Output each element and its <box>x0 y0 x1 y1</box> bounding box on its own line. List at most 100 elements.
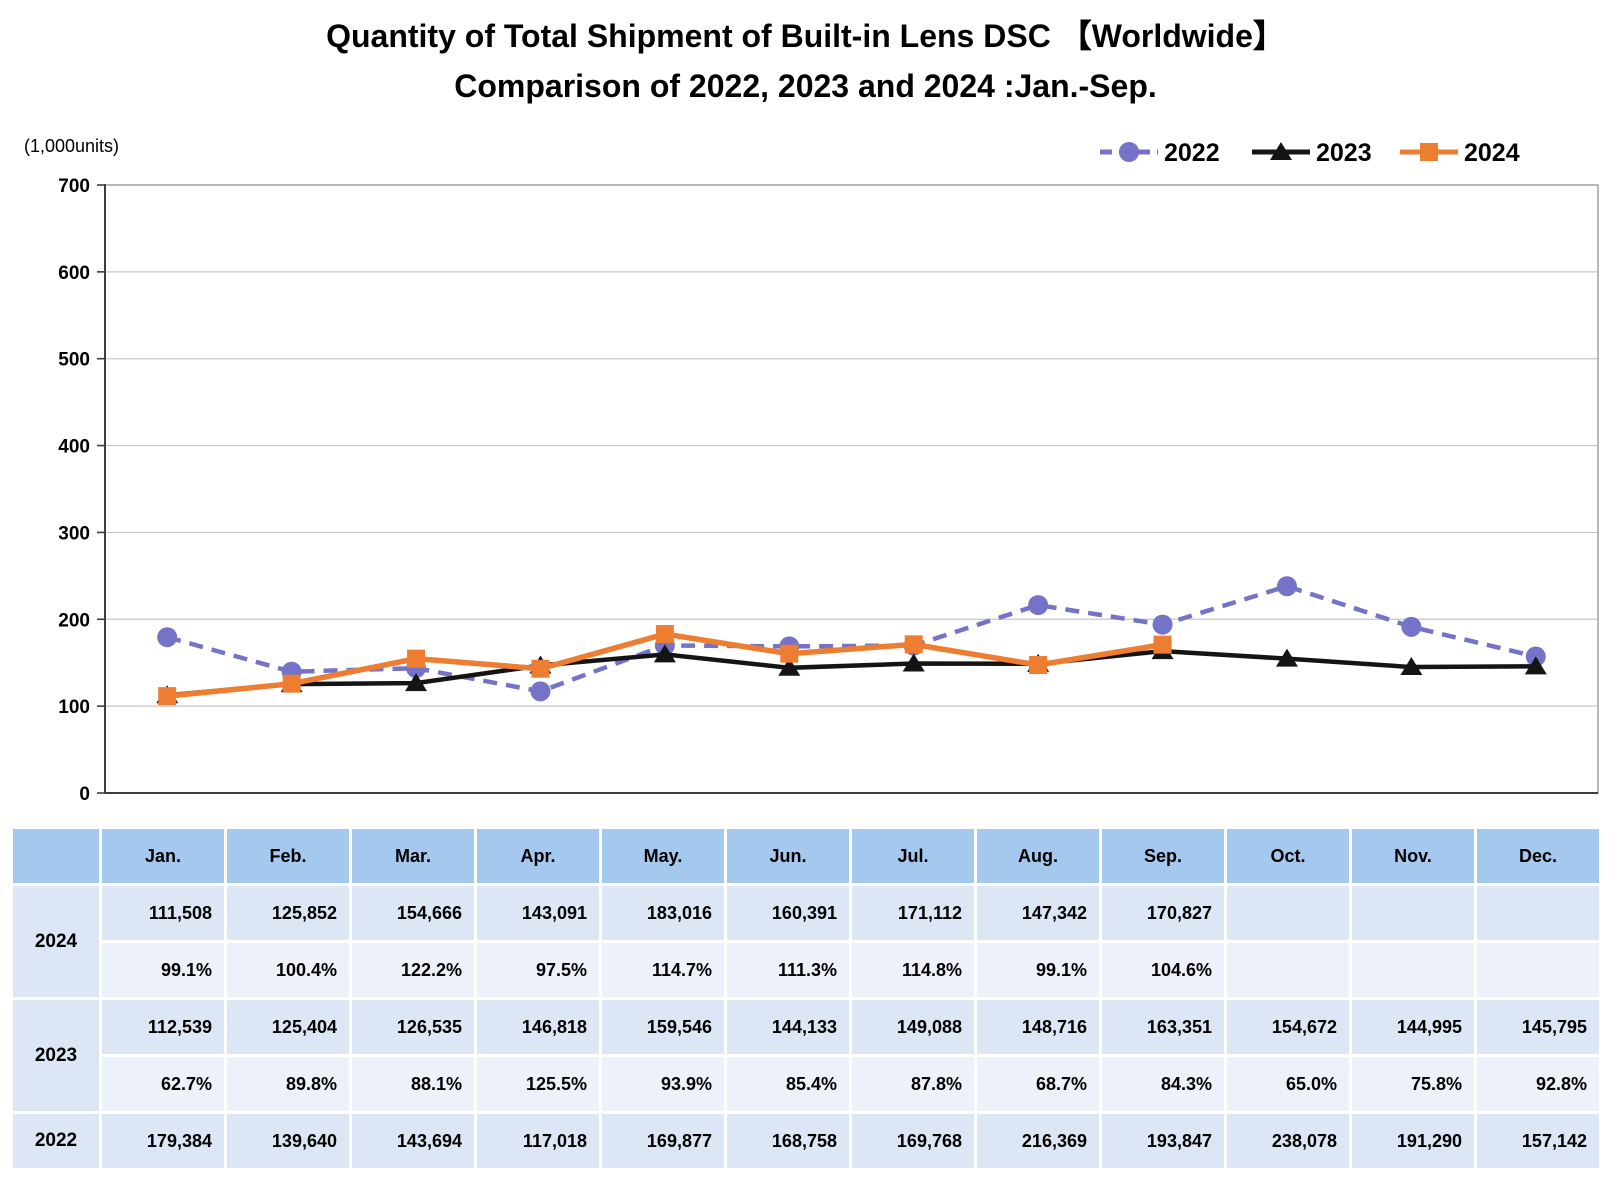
table-cell-shipment: 112,539 <box>102 1000 224 1054</box>
y-tick-label: 500 <box>58 350 90 371</box>
marker-circle <box>1276 576 1297 597</box>
table-cell-month: Jul. <box>852 829 974 883</box>
table-cell-yoy: 84.3% <box>1102 1057 1224 1111</box>
table-cell-shipment: 146,818 <box>477 1000 599 1054</box>
marker-square <box>780 644 799 663</box>
table-cell-shipment: 111,508 <box>102 886 224 940</box>
table-cell-year: 2023 <box>13 1000 99 1111</box>
table-cell-yoy: 122.2% <box>352 943 474 997</box>
table-cell-shipment: 117,018 <box>477 1114 599 1168</box>
legend-triangle-icon <box>1270 142 1292 160</box>
table-cell-yoy: 85.4% <box>727 1057 849 1111</box>
chart-area: (1,000units) 0 100 200 300 400 500 600 700 2022 2… <box>0 130 1611 810</box>
table-cell-month: Oct. <box>1227 829 1349 883</box>
y-tick-label: 100 <box>58 697 90 718</box>
table-cell-yoy: 125.5% <box>477 1057 599 1111</box>
table-cell-month: Mar. <box>352 829 474 883</box>
table-cell-month: Jun. <box>727 829 849 883</box>
table-cell-shipment: 149,088 <box>852 1000 974 1054</box>
table-cell-shipment: 143,694 <box>352 1114 474 1168</box>
legend-label: 2023 <box>1316 139 1372 167</box>
table-cell-shipment: 144,995 <box>1352 1000 1474 1054</box>
table-cell-yoy: 99.1% <box>102 943 224 997</box>
table-row-2024-shipments: 2024 111,508 125,852 154,666 143,091 183,016 1… <box>13 886 1599 997</box>
marker-triangle <box>1275 648 1298 667</box>
marker-circle <box>530 681 551 702</box>
chart-title-line2: Comparison of 2022, 2023 and 2024 :Jan.-… <box>454 67 1157 104</box>
marker-triangle <box>778 657 801 676</box>
table-cell-yoy <box>1227 943 1349 997</box>
table-cell-yoy: 114.7% <box>602 943 724 997</box>
table-cell-month: May. <box>602 829 724 883</box>
table-cell-yoy: 75.8% <box>1352 1057 1474 1111</box>
legend-item-2024: 2024 <box>1400 139 1520 167</box>
table-cell-shipment: 191,290 <box>1352 1114 1474 1168</box>
shipment-data-table: Jan. Feb. Mar. Apr. May. Jun. Jul. Aug. Sep. Oct.… <box>10 826 1602 1171</box>
table-cell-shipment: 143,091 <box>477 886 599 940</box>
table-cell-shipment: 171,112 <box>852 886 974 940</box>
table-cell-shipment <box>1477 886 1599 940</box>
table-cell-shipment <box>1352 886 1474 940</box>
legend-item-2022: 2022 <box>1100 139 1220 167</box>
table-row-2023-shipments: 2023 112,539 125,404 126,535 146,818 159,546 1… <box>13 1000 1599 1111</box>
gridlines <box>105 271 1598 707</box>
table-cell-yoy: 65.0% <box>1227 1057 1349 1111</box>
marker-square <box>407 649 426 668</box>
axis-lines <box>104 184 1598 794</box>
table-cell-shipment: 238,078 <box>1227 1114 1349 1168</box>
table-cell-shipment: 126,535 <box>352 1000 474 1054</box>
chart-title: Quantity of Total Shipment of Built-in L… <box>0 12 1611 111</box>
table-cell-yoy: 97.5% <box>477 943 599 997</box>
table-cell-yoy: 99.1% <box>977 943 1099 997</box>
legend-square-icon <box>1420 143 1438 161</box>
table-cell-yoy: 88.1% <box>352 1057 474 1111</box>
table-cell-yoy <box>1352 943 1474 997</box>
legend-label: 2024 <box>1464 139 1520 167</box>
y-tick-label: 200 <box>58 610 90 631</box>
table-cell-yoy <box>1477 943 1599 997</box>
table-cell-month: Apr. <box>477 829 599 883</box>
marker-square <box>1029 656 1048 675</box>
table-cell-shipment <box>1227 886 1349 940</box>
y-tick-label: 700 <box>58 176 90 197</box>
y-axis-ticks: 0 100 200 300 400 500 600 700 <box>58 176 105 805</box>
y-tick-label: 600 <box>58 263 90 284</box>
table-cell-shipment: 147,342 <box>977 886 1099 940</box>
marker-circle <box>1152 614 1173 635</box>
table-cell-shipment: 168,758 <box>727 1114 849 1168</box>
legend-item-2023: 2023 <box>1252 139 1372 167</box>
marker-triangle <box>405 673 428 692</box>
chart-title-line1: Quantity of Total Shipment of Built-in L… <box>326 18 1285 54</box>
table-cell-shipment: 139,640 <box>227 1114 349 1168</box>
table-cell-shipment: 154,666 <box>352 886 474 940</box>
table-cell-yoy: 100.4% <box>227 943 349 997</box>
marker-triangle <box>902 653 925 672</box>
table-cell-shipment: 144,133 <box>727 1000 849 1054</box>
legend-circle-icon <box>1119 142 1139 162</box>
table-cell-shipment: 163,351 <box>1102 1000 1224 1054</box>
table-cell-month: Nov. <box>1352 829 1474 883</box>
marker-triangle <box>1400 657 1423 676</box>
table-cell-shipment: 183,016 <box>602 886 724 940</box>
y-tick-label: 300 <box>58 523 90 544</box>
table-cell-month: Dec. <box>1477 829 1599 883</box>
table-cell-year: 2024 <box>13 886 99 997</box>
y-tick-label: 400 <box>58 437 90 458</box>
table-cell-yoy: 104.6% <box>1102 943 1224 997</box>
y-tick-label: 0 <box>79 784 90 805</box>
table-body: Jan. Feb. Mar. Apr. May. Jun. Jul. Aug. Sep. Oct.… <box>13 829 1599 1168</box>
table-cell-shipment: 169,877 <box>602 1114 724 1168</box>
table-cell-year: 2022 <box>13 1114 99 1168</box>
table-cell-yoy: 92.8% <box>1477 1057 1599 1111</box>
table-row-2024-yoy: 99.1% 100.4% 122.2% 97.5% 114.7% 111.3% 114.8%… <box>13 943 1599 997</box>
table-cell-shipment: 179,384 <box>102 1114 224 1168</box>
table-header-row: Jan. Feb. Mar. Apr. May. Jun. Jul. Aug. Sep. Oct.… <box>13 829 1599 883</box>
marker-circle <box>1401 616 1422 637</box>
marker-square <box>904 635 923 654</box>
table-corner-cell <box>13 829 99 883</box>
marker-square <box>158 687 177 706</box>
marker-square <box>1153 635 1172 654</box>
table-cell-shipment: 148,716 <box>977 1000 1099 1054</box>
plot-border <box>104 184 1599 794</box>
